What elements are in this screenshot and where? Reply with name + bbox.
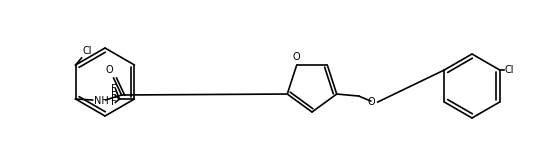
Text: Cl: Cl bbox=[505, 65, 514, 75]
Text: F: F bbox=[111, 84, 116, 94]
Text: F: F bbox=[111, 97, 116, 107]
Text: NH: NH bbox=[93, 96, 108, 106]
Text: O: O bbox=[293, 52, 300, 62]
Text: O: O bbox=[368, 97, 376, 107]
Text: O: O bbox=[106, 65, 114, 75]
Text: Cl: Cl bbox=[82, 46, 92, 56]
Text: F: F bbox=[111, 91, 116, 101]
